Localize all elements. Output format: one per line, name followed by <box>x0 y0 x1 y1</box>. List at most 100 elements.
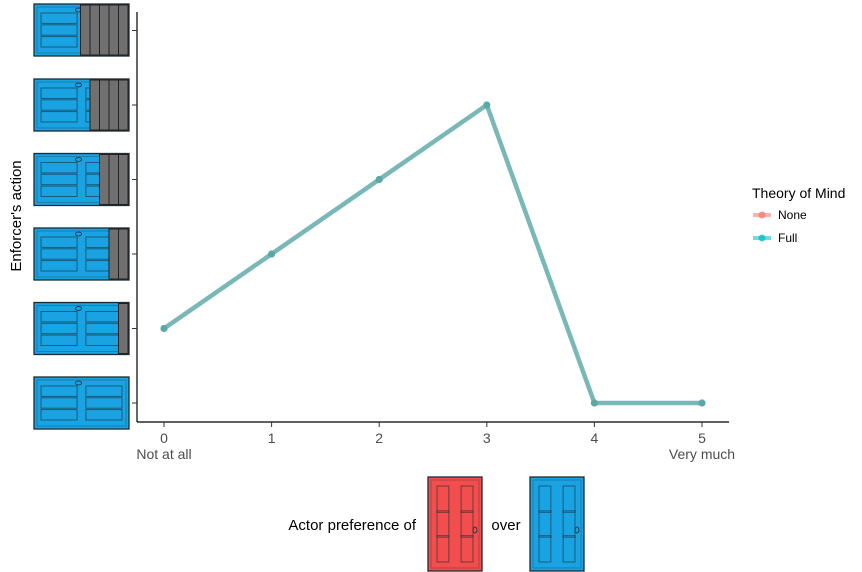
door-panel <box>40 397 78 409</box>
door-panel <box>436 510 450 538</box>
door-panel <box>85 397 123 409</box>
data-point <box>698 399 706 407</box>
series-lines <box>162 102 702 406</box>
block-icon <box>118 303 129 354</box>
door-knob <box>472 526 478 534</box>
data-point <box>160 324 168 333</box>
series-line <box>162 102 702 406</box>
block-icon <box>99 4 110 56</box>
door-body <box>427 476 483 572</box>
door-panel <box>40 260 78 272</box>
y-door-image-level-3 <box>33 152 130 207</box>
data-point <box>590 399 599 407</box>
door-panel <box>40 111 78 123</box>
block-icon <box>89 4 100 56</box>
door-panel <box>40 409 78 421</box>
y-door-image-level-2 <box>33 227 130 281</box>
x-axis-title-connector: over <box>491 517 520 534</box>
block-icon <box>118 154 129 205</box>
door-panel <box>538 535 552 563</box>
red-door-icon <box>427 476 483 572</box>
door-body <box>33 301 130 356</box>
y-axis-door-images <box>33 3 130 430</box>
door-panel <box>40 311 78 323</box>
door-panel <box>40 36 78 48</box>
legend: None Full <box>753 208 807 245</box>
door-panel <box>40 173 78 186</box>
y-door-image-level-0 <box>33 376 130 430</box>
door-panel <box>562 535 576 563</box>
door-panel <box>436 535 450 563</box>
door-panel <box>85 385 123 397</box>
door-panel <box>538 485 552 513</box>
x-end-label-right: Very much <box>669 446 735 462</box>
block-icon <box>80 4 91 56</box>
y-axis-ticks <box>132 30 137 404</box>
door-panel <box>40 185 78 198</box>
door-panel <box>85 409 123 421</box>
door-knob <box>75 306 82 311</box>
block-icon <box>99 154 110 205</box>
block-icon <box>108 4 119 56</box>
x-tick-label: 1 <box>268 430 276 446</box>
y-door-image-level-4 <box>33 78 130 132</box>
y-door-image-level-5 <box>33 3 130 57</box>
data-point <box>268 250 276 258</box>
block-icon <box>108 228 119 280</box>
door-panel <box>460 510 474 538</box>
x-end-label-left: Not at all <box>136 446 191 462</box>
door-panel <box>40 99 78 111</box>
door-knob <box>75 380 82 386</box>
x-tick-label: 0 <box>160 430 168 446</box>
legend-key-point <box>758 234 766 242</box>
door-panel <box>436 485 450 513</box>
legend-key-point <box>758 211 766 219</box>
block-icon <box>108 79 119 131</box>
block-icon <box>89 79 100 131</box>
block-icon <box>118 228 129 280</box>
door-panel <box>40 248 78 260</box>
block-icon <box>118 4 129 56</box>
door-frame <box>430 479 480 569</box>
x-tick-label: 3 <box>483 430 491 446</box>
block-icon <box>108 154 119 205</box>
x-tick-label: 5 <box>698 430 706 446</box>
legend-item-full: Full <box>753 231 797 245</box>
legend-title: Theory of Mind <box>752 185 845 201</box>
legend-label: Full <box>778 231 797 245</box>
x-tick-label: 2 <box>375 430 383 446</box>
legend-item-none: None <box>753 208 807 222</box>
door-body <box>33 376 130 430</box>
door-panel <box>562 485 576 513</box>
door-panel <box>460 535 474 563</box>
block-icon <box>118 79 129 131</box>
door-panel <box>40 12 78 24</box>
door-panel <box>40 385 78 397</box>
legend-label: None <box>778 208 807 222</box>
door-panel <box>40 162 78 174</box>
door-panel <box>40 87 78 99</box>
door-knob <box>75 231 82 237</box>
door-frame <box>36 379 127 427</box>
x-tick-label: 4 <box>591 430 599 446</box>
y-door-image-level-1 <box>33 301 130 356</box>
data-points <box>160 101 706 407</box>
door-body <box>529 476 585 572</box>
door-panel <box>562 510 576 538</box>
door-panel <box>538 510 552 538</box>
y-axis-title: Enforcer's action <box>8 160 25 271</box>
door-panel <box>40 322 78 335</box>
x-axis-ticks: 0 1 2 3 4 5 <box>160 422 706 446</box>
door-knob <box>75 82 82 88</box>
block-icon <box>99 79 110 131</box>
door-knob <box>574 526 580 534</box>
blue-door-icon <box>529 476 585 572</box>
door-panel <box>40 334 78 347</box>
door-knob <box>75 157 82 162</box>
door-frame <box>532 479 582 569</box>
data-point <box>375 175 383 184</box>
data-point <box>483 101 491 109</box>
door-panel <box>460 485 474 513</box>
x-axis-title: Actor preference of <box>288 517 416 534</box>
